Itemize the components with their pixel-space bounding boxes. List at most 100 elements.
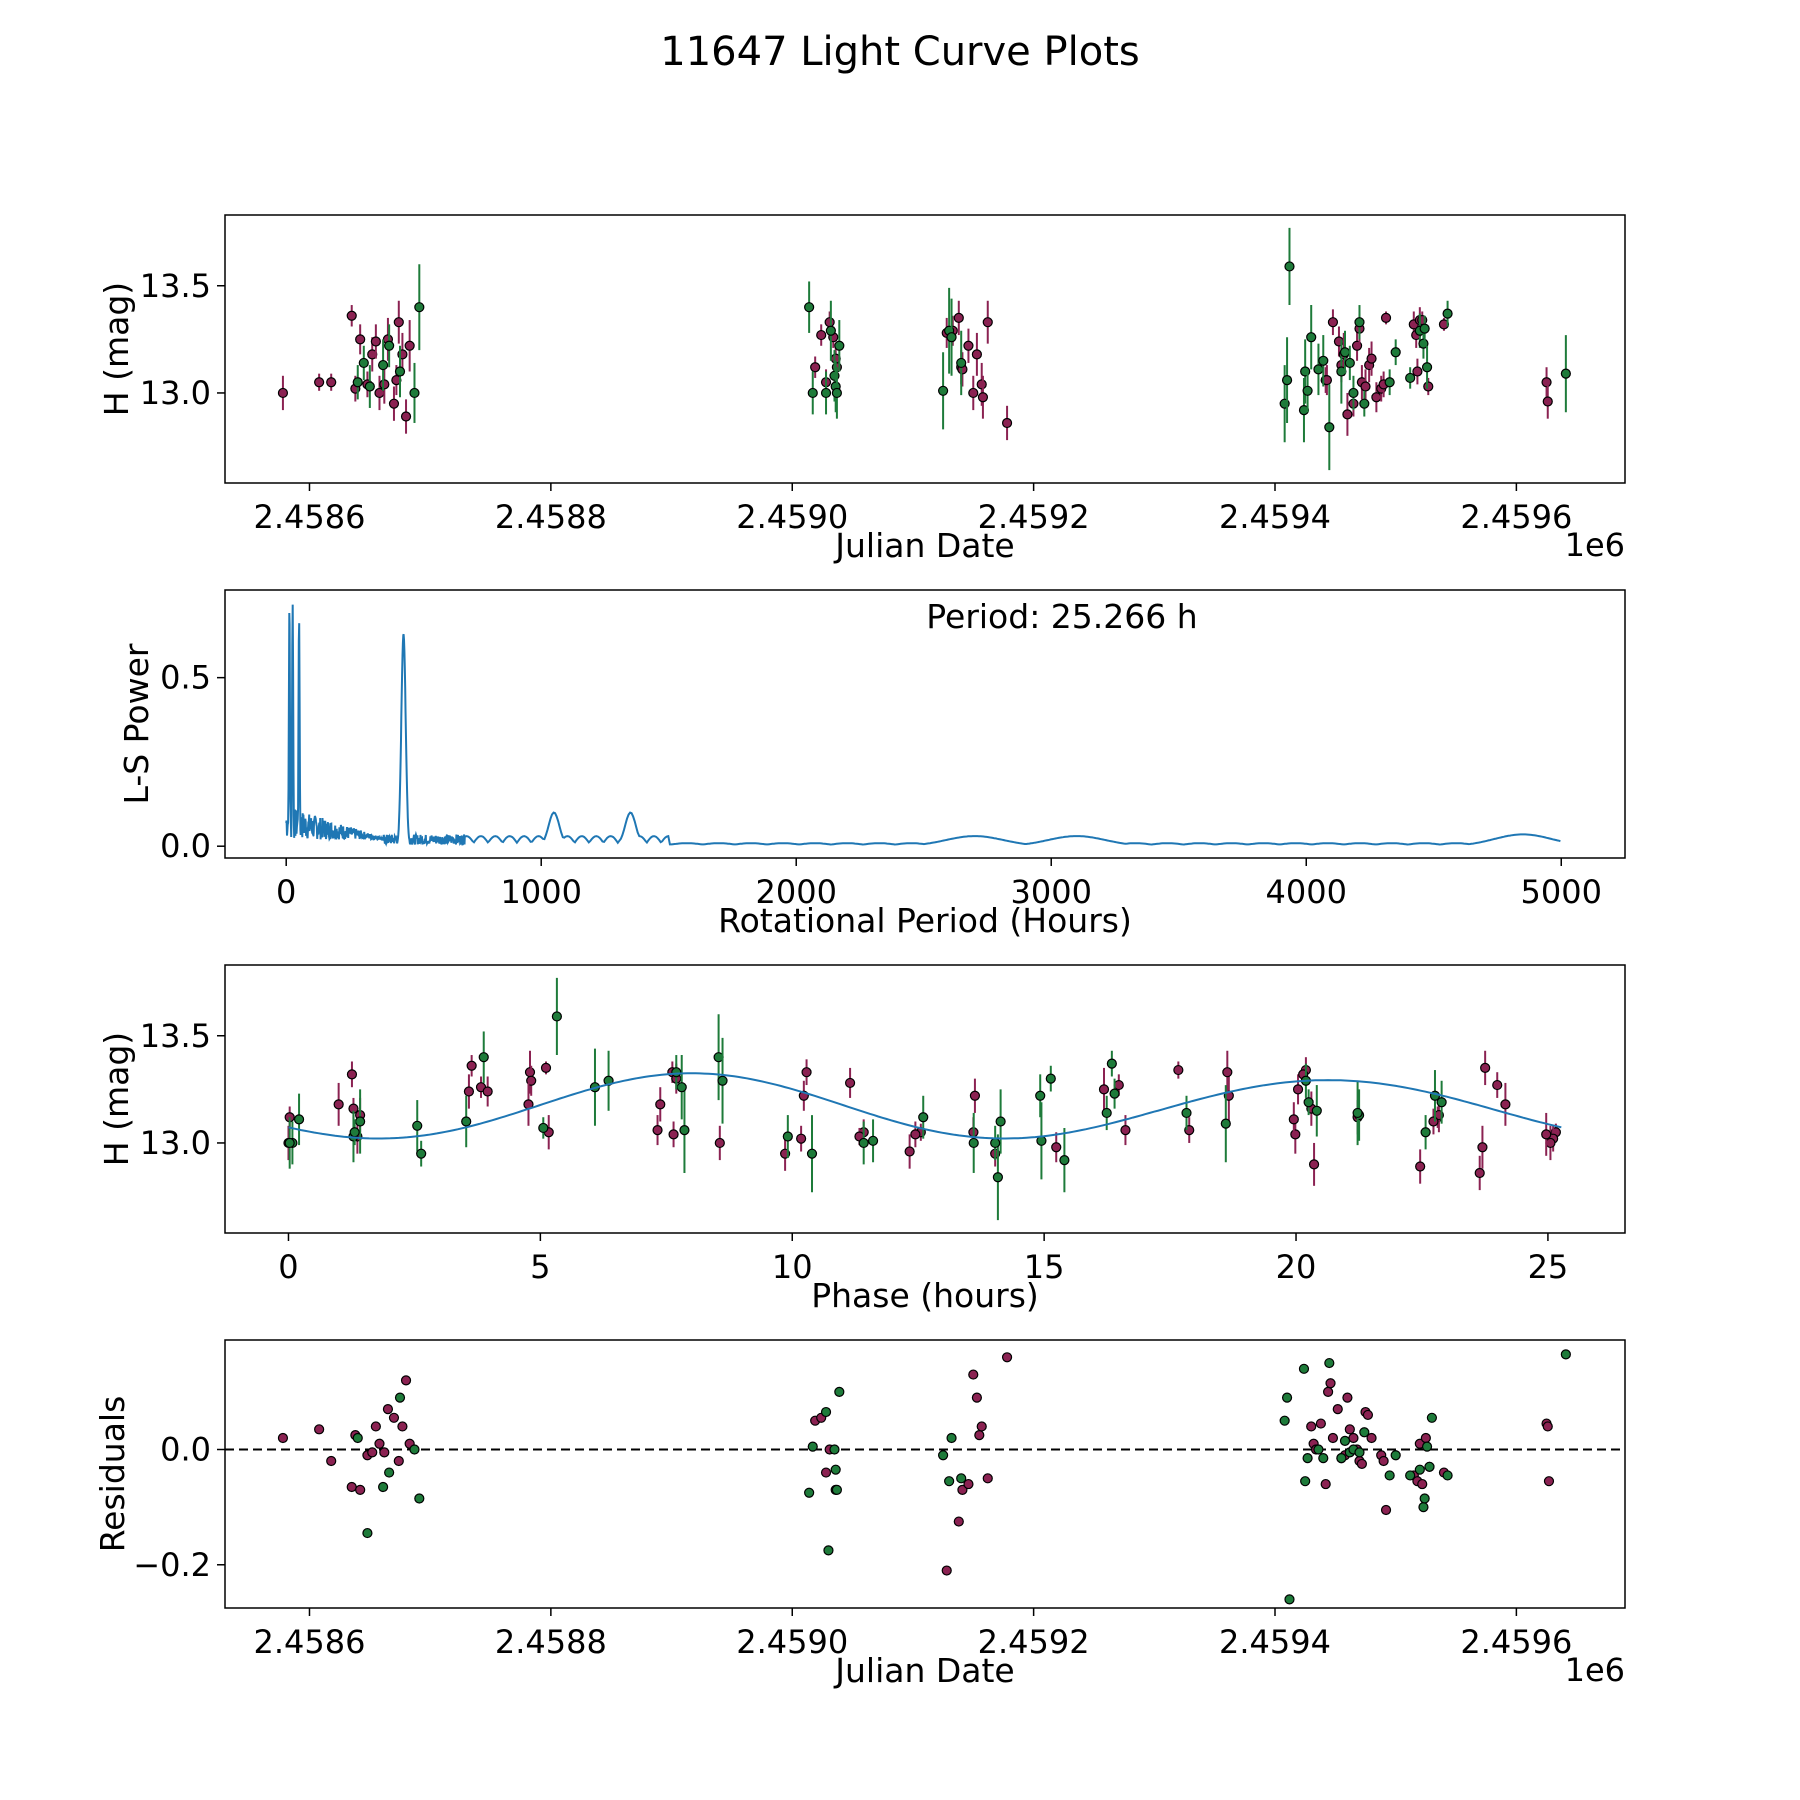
point-filter-r [971, 349, 982, 360]
point-filter-r [977, 392, 989, 403]
light-curve-offset-text: 1e6 [1565, 526, 1625, 564]
point-filter-g [1442, 308, 1453, 319]
residual-filter-r [1543, 1476, 1555, 1487]
phase-folded-ylabel: H (mag) [97, 1032, 136, 1166]
point-filter-g [352, 377, 363, 388]
residual-filter-r [314, 1424, 325, 1435]
residual-filter-r [1542, 1421, 1553, 1432]
point-filter-r [816, 329, 827, 341]
point-filter-g [804, 302, 815, 313]
point-filter-r [1428, 1116, 1439, 1127]
residual-filter-g [1318, 1453, 1329, 1464]
point-filter-r [1474, 1167, 1485, 1179]
residual-filter-r [382, 1404, 394, 1415]
point-filter-g [1284, 261, 1295, 272]
phase-folded-xtick-label: 10 [772, 1248, 813, 1286]
point-filter-g [358, 357, 369, 369]
point-filter-r [668, 1129, 679, 1140]
point-filter-g [1059, 1155, 1070, 1166]
point-filter-g [820, 387, 832, 399]
residual-filter-r [968, 1369, 979, 1380]
residual-filter-g [1421, 1441, 1433, 1452]
residual-filter-g [1405, 1470, 1416, 1481]
residual-filter-r [1366, 1432, 1377, 1444]
residual-filter-g [946, 1432, 957, 1444]
point-filter-r [1288, 1114, 1299, 1125]
point-filter-r [1113, 1079, 1124, 1091]
point-filter-r [482, 1086, 493, 1097]
point-filter-g [364, 381, 375, 392]
residual-filter-r [1327, 1432, 1339, 1444]
light-curve-xtick-label: 2.4588 [495, 498, 607, 536]
residual-filter-r [346, 1481, 357, 1493]
phase-folded-ytick-label: 13.0 [140, 1124, 211, 1162]
periodogram-xtick-label: 0 [276, 873, 296, 911]
residual-filter-r [982, 1473, 993, 1484]
residual-filter-r [1306, 1421, 1317, 1432]
point-filter-r [969, 1090, 981, 1101]
residuals-xlabel: Julian Date [833, 1651, 1015, 1690]
point-filter-r [796, 1133, 807, 1144]
point-filter-g [1405, 372, 1416, 384]
phase-folded-xlabel: Phase (hours) [811, 1276, 1039, 1315]
point-filter-r [1051, 1142, 1062, 1153]
phase-folded-xtick-label: 5 [530, 1248, 550, 1286]
residual-filter-g [1419, 1493, 1430, 1504]
residual-filter-g [1560, 1349, 1571, 1360]
point-filter-r [400, 411, 412, 422]
residual-filter-g [944, 1476, 955, 1487]
point-filter-r [1366, 353, 1377, 364]
point-filter-r [1173, 1064, 1184, 1076]
point-filter-g [990, 1137, 1001, 1149]
point-filter-r [388, 398, 400, 409]
residual-filter-r [971, 1392, 982, 1403]
point-filter-g [1359, 398, 1370, 409]
point-filter-g [995, 1116, 1006, 1127]
residual-filter-r [370, 1421, 381, 1432]
residual-filter-r [1342, 1392, 1353, 1403]
point-filter-g [918, 1112, 929, 1123]
point-filter-g [1109, 1088, 1120, 1099]
residual-filter-r [1332, 1404, 1343, 1415]
point-filter-r [346, 310, 357, 321]
residuals-ytick-label: −0.2 [133, 1546, 211, 1584]
periodogram-xticks: 0 1000 2000 3000 4000 5000 [276, 858, 1602, 911]
residual-filter-r [393, 1455, 404, 1467]
point-filter-g [1302, 385, 1313, 396]
residual-filter-g [807, 1441, 818, 1452]
point-filter-g [1313, 364, 1324, 375]
point-filter-r [333, 1099, 344, 1110]
residuals-xtick-label: 2.4586 [253, 1623, 365, 1661]
point-filter-g [1306, 332, 1317, 343]
residual-filter-r [397, 1421, 408, 1432]
point-filter-g [414, 302, 425, 313]
point-filter-g [1384, 377, 1395, 388]
residual-filter-r [1420, 1432, 1431, 1444]
point-filter-g [461, 1116, 472, 1127]
residual-filter-g [414, 1493, 425, 1504]
residuals-xtick-label: 2.4590 [736, 1623, 848, 1661]
point-filter-r [963, 340, 974, 351]
point-filter-r [1423, 381, 1434, 392]
residual-filter-r [1315, 1418, 1326, 1429]
light-curve-xtick-label: 2.4586 [253, 498, 365, 536]
residuals-offset-text: 1e6 [1565, 1651, 1625, 1689]
point-filter-g [378, 359, 389, 371]
periodogram-xtick-label: 1000 [500, 873, 581, 911]
point-filter-r [314, 377, 325, 388]
point-filter-r [714, 1137, 725, 1149]
residual-filter-r [388, 1412, 400, 1423]
residuals-data [225, 1349, 1625, 1605]
point-filter-r [953, 312, 964, 324]
point-filter-g [1419, 323, 1430, 334]
residual-filter-r [941, 1565, 952, 1576]
residual-filter-g [362, 1527, 373, 1539]
point-filter-r [1412, 366, 1423, 377]
periodogram-yticks: 0.0 0.5 [160, 659, 225, 865]
phase-folded-xtick-label: 20 [1276, 1248, 1317, 1286]
point-filter-g [384, 340, 395, 351]
point-filter-r [466, 1060, 477, 1071]
residual-filter-g [1279, 1415, 1290, 1426]
residual-filter-r [1378, 1455, 1389, 1467]
point-filter-g [992, 1172, 1003, 1183]
